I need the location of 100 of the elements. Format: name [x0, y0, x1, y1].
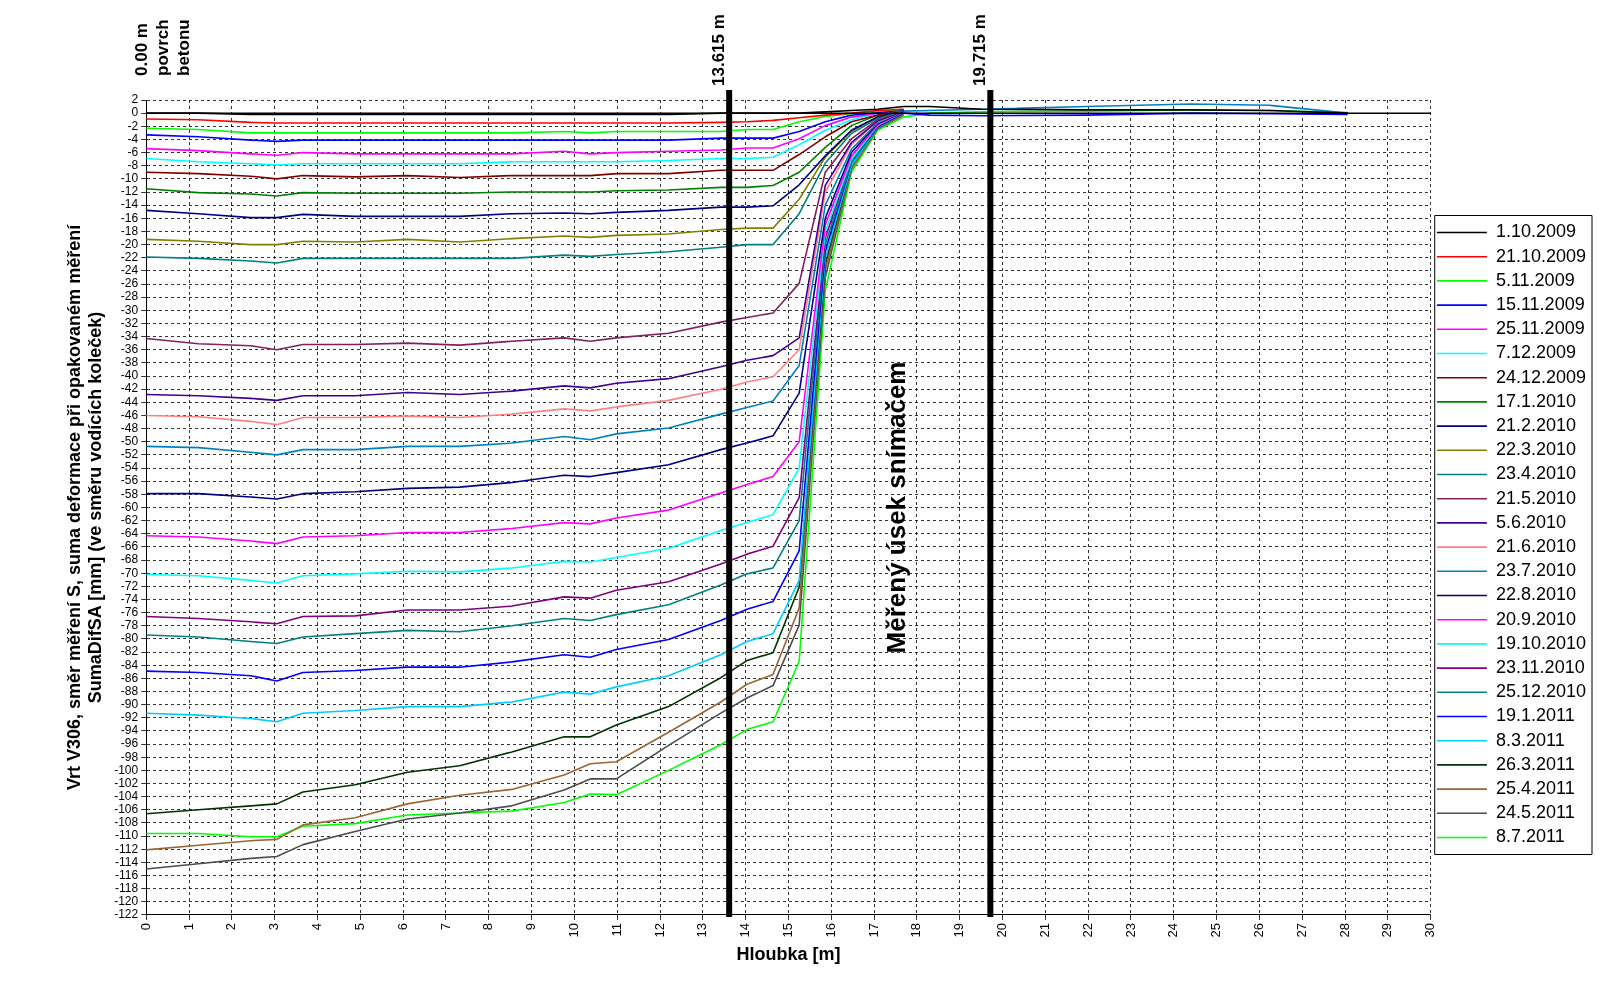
legend-label: 7.12.2009 [1495, 342, 1576, 363]
y-tick-label: -74 [120, 591, 139, 606]
y-tick-label: -64 [120, 526, 139, 541]
y-tick-label: -30 [120, 302, 139, 317]
legend-label: 24.12.2009 [1495, 366, 1587, 387]
legend-label: 21.2.2010 [1495, 415, 1576, 436]
y-tick-label: -10 [120, 171, 139, 186]
y-tick-label: -66 [120, 539, 139, 554]
ref-line-label: 13.615 m [708, 14, 728, 86]
y-tick-label: -16 [120, 210, 139, 225]
legend-label: 1.10.2009 [1495, 221, 1576, 242]
y-tick-label: -20 [120, 236, 139, 251]
y-tick-label: -44 [120, 394, 139, 409]
y-tick-label: -116 [115, 867, 139, 882]
x-tick-label: 8 [480, 922, 496, 931]
legend-label: 22.8.2010 [1495, 584, 1576, 605]
x-tick-label: 22 [1079, 922, 1095, 938]
y-tick-label: -58 [120, 486, 139, 501]
legend-label: 8.3.2011 [1495, 729, 1565, 750]
legend-label: 25.4.2011 [1495, 778, 1575, 799]
x-tick-label: 18 [908, 922, 924, 938]
y-tick-label: -68 [120, 552, 139, 567]
y-tick-label: -36 [120, 342, 139, 357]
x-tick-label: 19 [951, 922, 967, 938]
y-tick-label: -120 [114, 894, 139, 909]
legend-label: 25.12.2010 [1495, 681, 1587, 702]
x-tick-label: 29 [1379, 922, 1395, 938]
x-tick-label: 4 [309, 922, 325, 931]
y-tick-label: -122 [114, 907, 139, 922]
y-tick-label: -18 [120, 223, 139, 238]
legend-label: 21.10.2009 [1495, 245, 1587, 266]
x-tick-label: 3 [266, 922, 282, 931]
y-tick-label: -112 [115, 841, 139, 856]
y-tick-label: -34 [120, 328, 139, 343]
legend-label: 20.9.2010 [1495, 608, 1576, 629]
y-tick-label: -88 [120, 683, 139, 698]
x-tick-label: 28 [1336, 922, 1352, 938]
x-tick-label: 23 [1122, 922, 1138, 938]
legend-label: 5.6.2010 [1495, 511, 1566, 532]
y-tick-label: -86 [120, 670, 139, 685]
y-tick-label: -78 [120, 618, 139, 633]
legend-label: 23.4.2010 [1495, 463, 1576, 484]
x-tick-label: 13 [694, 922, 710, 938]
y-tick-label: -60 [120, 499, 139, 514]
legend-label: 21.5.2010 [1495, 487, 1576, 508]
y-tick-label: -38 [120, 355, 139, 370]
y-tick-label: -48 [120, 420, 139, 435]
legend-label: 17.1.2010 [1495, 390, 1576, 411]
y-tick-label: -6 [127, 144, 139, 159]
y-tick-label: -24 [120, 263, 139, 278]
y-tick-label: -28 [120, 289, 139, 304]
y-tick-label: -104 [114, 788, 139, 803]
y-tick-label: -106 [114, 802, 139, 817]
x-tick-label: 7 [437, 922, 453, 931]
y-tick-label: -14 [120, 197, 139, 212]
y-tick-label: -102 [114, 775, 139, 790]
x-tick-label: 11 [608, 922, 624, 937]
y-tick-label: -92 [120, 710, 139, 725]
y-tick-label: -110 [115, 828, 139, 843]
y-tick-label: -80 [120, 631, 139, 646]
legend-label: 5.11.2009 [1495, 269, 1575, 290]
x-tick-label: 2 [223, 922, 239, 931]
legend-label: 25.11.2009 [1495, 318, 1585, 339]
x-tick-label: 9 [523, 922, 539, 931]
y-tick-label: -96 [120, 736, 139, 751]
x-tick-label: 16 [822, 922, 838, 938]
legend-label: 19.1.2011 [1495, 705, 1575, 726]
x-tick-label: 30 [1422, 922, 1438, 938]
x-tick-label: 1 [180, 922, 196, 931]
y-tick-label: 2 [131, 92, 139, 107]
legend-label: 24.5.2011 [1495, 802, 1575, 823]
y-tick-label: -52 [120, 447, 139, 462]
y-tick-label: -118 [115, 880, 139, 895]
x-tick-label: 12 [651, 922, 667, 938]
x-tick-label: 25 [1208, 922, 1224, 938]
y-tick-label: -82 [120, 644, 139, 659]
text: 0.00 m povrch betonu [131, 19, 193, 76]
x-tick-label: 14 [737, 922, 753, 938]
x-axis-title: Hloubka [m] [736, 944, 841, 965]
y-tick-label: -46 [120, 407, 139, 422]
x-tick-label: 17 [865, 922, 881, 938]
y-tick-label: -42 [120, 381, 139, 396]
y-tick-label: -22 [120, 250, 139, 265]
y-tick-label: -26 [120, 276, 139, 291]
y-tick-label: -12 [120, 184, 139, 199]
y-tick-label: -94 [120, 723, 139, 738]
legend-label: 26.3.2011 [1495, 753, 1575, 774]
legend-label: 8.7.2011 [1495, 826, 1565, 847]
x-tick-label: 27 [1293, 922, 1309, 938]
ref-line-label: 19.715 m [970, 14, 990, 86]
x-tick-label: 5 [351, 922, 367, 931]
x-tick-label: 15 [780, 922, 796, 938]
y-tick-label: -90 [120, 696, 139, 711]
annotation: Měřený úsek snímačem [880, 361, 911, 654]
legend-label: 23.11.2010 [1495, 657, 1585, 678]
y-tick-label: -40 [120, 368, 139, 383]
y-tick-label: -70 [120, 565, 139, 580]
y-tick-label: -62 [120, 512, 139, 527]
y-tick-label: -72 [120, 578, 139, 593]
x-tick-label: 0 [137, 922, 153, 931]
